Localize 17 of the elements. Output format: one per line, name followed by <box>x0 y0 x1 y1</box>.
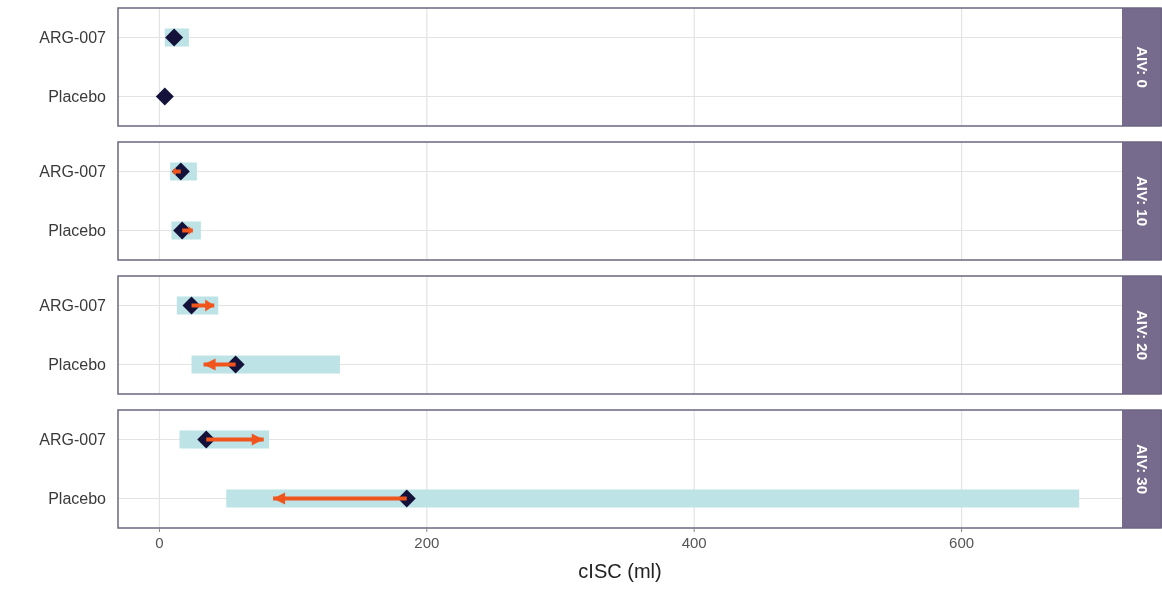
x-tick-label: 400 <box>681 534 707 551</box>
x-axis-title: cISC (ml) <box>578 560 662 582</box>
y2-axis-title: AIV: 0 <box>1133 46 1151 88</box>
y-tick-label: ARG-007 <box>39 297 107 314</box>
x-tick-label: 600 <box>949 534 975 551</box>
y-tick-label: Placebo <box>48 356 107 373</box>
x-tick-label: 200 <box>414 534 440 551</box>
y2-axis-title: AIV: 20 <box>1133 309 1151 361</box>
y-tick-label: Placebo <box>48 88 107 105</box>
y-tick-label: ARG-007 <box>39 163 107 180</box>
y2-axis-title: AIV: 10 <box>1133 175 1151 227</box>
x-tick-label: 0 <box>155 534 164 551</box>
y2-axis-title: AIV: 30 <box>1133 443 1151 495</box>
y-tick-label: Placebo <box>48 222 107 239</box>
y-tick-label: ARG-007 <box>39 29 107 46</box>
y-tick-label: ARG-007 <box>39 431 107 448</box>
y-tick-label: Placebo <box>48 490 107 507</box>
